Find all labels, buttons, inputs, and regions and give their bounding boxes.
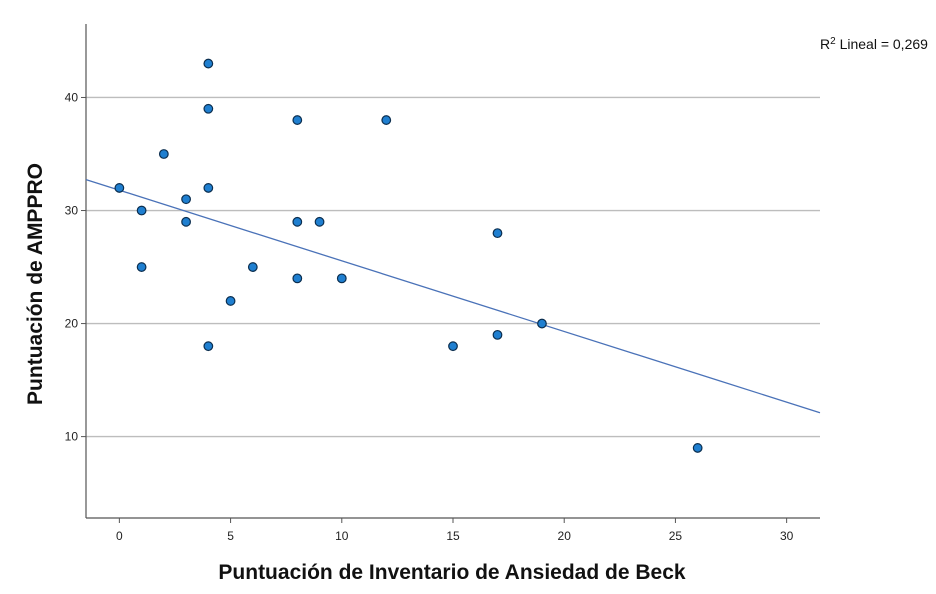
gridlines bbox=[86, 96, 820, 438]
data-point bbox=[692, 443, 703, 453]
r2-value: Lineal = 0,269 bbox=[836, 36, 928, 52]
data-point bbox=[136, 262, 147, 272]
data-point bbox=[136, 205, 147, 216]
data-point bbox=[114, 183, 125, 193]
data-point bbox=[381, 115, 392, 125]
data-point bbox=[225, 296, 236, 306]
x-axis-label: Puntuación de Inventario de Ansiedad de … bbox=[218, 561, 685, 584]
y-tick-labels: 10 20 30 40 bbox=[65, 90, 79, 443]
x-tick-labels: 0 5 10 15 20 25 30 bbox=[116, 529, 794, 543]
x-tick-label-30: 30 bbox=[780, 529, 794, 543]
data-point bbox=[492, 228, 503, 239]
fit-line-group bbox=[85, 178, 821, 414]
r2-prefix: R bbox=[820, 36, 830, 52]
y-tick-label-40: 40 bbox=[65, 90, 79, 104]
data-point bbox=[158, 149, 169, 159]
r2-superscript: 2 bbox=[830, 36, 836, 47]
r2-annotation: R2 Lineal = 0,269 bbox=[820, 36, 928, 53]
data-point bbox=[292, 216, 303, 227]
data-point bbox=[492, 329, 503, 340]
y-tick-label-30: 30 bbox=[65, 204, 79, 218]
x-tick-label-25: 25 bbox=[669, 529, 683, 543]
data-point bbox=[314, 216, 325, 227]
axes bbox=[81, 24, 820, 523]
data-points bbox=[114, 58, 703, 453]
data-point bbox=[181, 194, 191, 205]
data-point bbox=[247, 262, 258, 272]
y-axis-label: Puntuación de AMPPRO bbox=[24, 163, 47, 405]
data-point bbox=[292, 273, 303, 284]
y-tick-label-10: 10 bbox=[65, 430, 79, 444]
x-tick-label-10: 10 bbox=[335, 529, 349, 543]
data-point bbox=[537, 318, 547, 329]
data-point bbox=[203, 183, 214, 193]
data-point bbox=[292, 115, 303, 125]
data-point bbox=[203, 103, 214, 114]
x-tick-label-5: 5 bbox=[227, 529, 234, 543]
data-point bbox=[448, 341, 458, 352]
data-point bbox=[203, 341, 214, 352]
x-tick-label-0: 0 bbox=[116, 529, 123, 543]
x-tick-label-20: 20 bbox=[558, 529, 572, 543]
data-point bbox=[203, 58, 214, 69]
data-point bbox=[181, 216, 191, 227]
fit-line bbox=[85, 178, 821, 414]
data-point bbox=[336, 273, 347, 284]
x-tick-label-15: 15 bbox=[446, 529, 460, 543]
y-tick-label-20: 20 bbox=[65, 317, 79, 331]
